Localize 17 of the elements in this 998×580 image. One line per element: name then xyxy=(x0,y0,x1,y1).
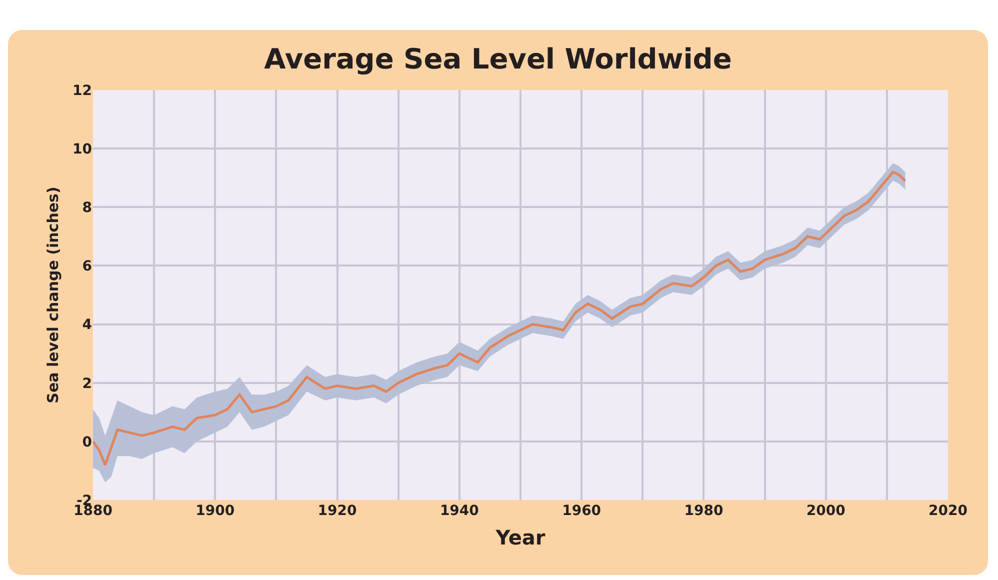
x-tick-label: 1900 xyxy=(196,503,235,519)
x-tick-label: 1920 xyxy=(318,503,358,519)
y-tick-label: 8 xyxy=(82,200,92,216)
chart-title: Average Sea Level Worldwide xyxy=(264,42,732,76)
y-tick-label: 6 xyxy=(82,258,92,275)
x-tick-label: 1940 xyxy=(440,503,480,519)
x-tick-label: 1980 xyxy=(684,503,724,519)
y-tick-label: 2 xyxy=(82,376,92,392)
y-tick-label: 12 xyxy=(72,82,92,99)
x-axis-title: Year xyxy=(494,526,546,550)
x-tick-label: 2000 xyxy=(806,503,846,519)
y-tick-label: 0 xyxy=(82,434,92,450)
y-tick-label: 10 xyxy=(72,141,92,158)
y-axis-title: Sea level change (inches) xyxy=(44,186,62,404)
y-tick-label: 4 xyxy=(82,317,92,334)
x-tick-label: 2020 xyxy=(928,503,968,519)
x-tick-label: 1960 xyxy=(562,503,602,519)
